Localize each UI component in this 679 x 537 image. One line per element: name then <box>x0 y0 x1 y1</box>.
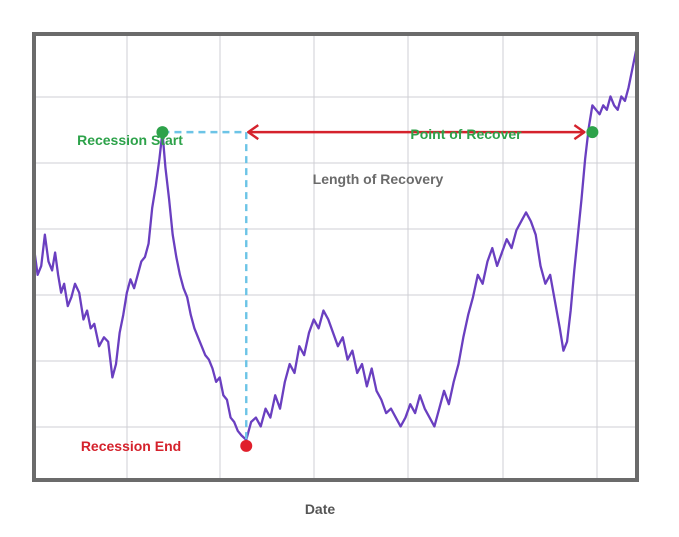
marker-layer <box>156 126 599 452</box>
grid-lines <box>34 34 637 480</box>
guide-layer <box>162 124 586 446</box>
recession-end-marker <box>240 439 253 452</box>
series-layer <box>32 46 639 442</box>
point-of-recover-marker <box>586 126 599 139</box>
length-of-recovery-label: Length of Recovery <box>313 171 444 187</box>
series-line-1 <box>32 46 639 442</box>
x-axis-label: Date <box>305 501 336 517</box>
text-layer: Recession Start Recession End Point of Rec… <box>77 126 522 517</box>
recovery-arrow-left-head <box>247 124 259 141</box>
recovery-arrow-right-head <box>573 124 586 141</box>
point-of-recover-label: Point of Recover <box>410 126 522 142</box>
recession-end-label: Recession End <box>81 438 181 454</box>
recession-start-label: Recession Start <box>77 132 183 148</box>
plot-frame <box>32 32 639 482</box>
recession-start-marker <box>156 126 169 139</box>
